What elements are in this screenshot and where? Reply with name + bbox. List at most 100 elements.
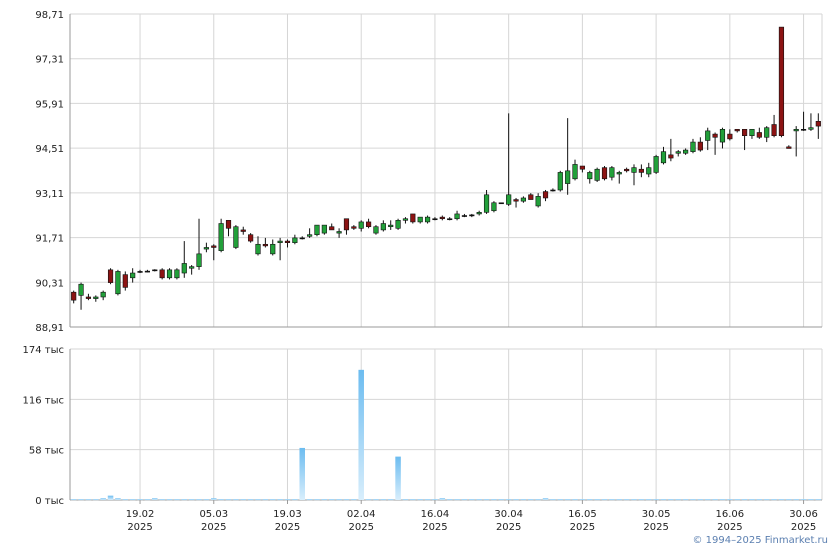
volume-bar (373, 499, 379, 501)
volume-bar (262, 499, 269, 501)
volume-bar (211, 498, 217, 500)
candle-body (506, 194, 512, 205)
candle-body (240, 229, 246, 232)
x-tick-label-year: 2025 (791, 522, 816, 533)
x-tick-label-date: 30.04 (494, 509, 523, 520)
volume-bar (513, 499, 519, 501)
volume-bar (107, 495, 114, 500)
candle-body (321, 224, 327, 234)
candle-body (432, 218, 438, 221)
volume-y-tick-label: 174 тыс (23, 345, 64, 356)
candle-body (815, 121, 821, 127)
volume-bar (771, 499, 777, 501)
candle-body (565, 170, 571, 184)
x-tick-label-year: 2025 (422, 522, 447, 533)
volume-bar (269, 499, 276, 501)
volume-bar (800, 499, 807, 501)
candle-body (631, 167, 637, 173)
candle-body (520, 197, 526, 202)
volume-bar (579, 499, 586, 501)
candle-body (85, 296, 92, 299)
candle-body (624, 168, 630, 172)
volume-bar (594, 499, 600, 501)
volume-bar (697, 499, 704, 501)
candle-body (579, 165, 585, 170)
volume-bar (675, 499, 681, 501)
volume-bar (314, 499, 320, 501)
volume-bar (247, 499, 254, 501)
candle-body (218, 223, 224, 251)
candle-body (211, 245, 217, 248)
volume-bar (505, 499, 512, 501)
price-plot-area (70, 14, 822, 327)
x-axis: 19.02 2025 05.03 2025 19.03 2025 02.04 2025 16.0… (126, 500, 818, 533)
candle-body (483, 194, 490, 213)
volume-bar (93, 499, 99, 501)
candle-body (476, 212, 482, 215)
volume-bar (85, 499, 92, 501)
candle-body (181, 263, 187, 274)
candle-body (152, 269, 158, 272)
volume-bar (557, 499, 564, 501)
volume-bar (174, 499, 180, 501)
candle-body (756, 132, 762, 138)
volume-bar (690, 499, 696, 501)
price-y-tick-label: 90,31 (35, 278, 64, 289)
candle-body (491, 202, 497, 212)
price-y-tick-label: 97,31 (35, 55, 64, 66)
candle-body (461, 215, 468, 217)
price-y-tick-label: 98,71 (35, 10, 64, 21)
volume-bar (351, 499, 357, 501)
candle-body (454, 213, 460, 220)
candle-body (793, 128, 799, 132)
candle-body (107, 269, 114, 283)
candle-body (778, 26, 785, 136)
candle-body (697, 141, 703, 151)
volume-bar (292, 499, 298, 501)
candle-body (653, 156, 659, 173)
volume-y-tick-label: 0 тыс (35, 496, 64, 507)
volume-bar (793, 499, 799, 501)
volume-bar (218, 499, 224, 501)
candle-body (336, 231, 342, 234)
candle-body (329, 226, 335, 231)
x-tick-label-year: 2025 (127, 522, 152, 533)
x-tick-label-date: 30.06 (789, 509, 818, 520)
candle-body (233, 226, 239, 248)
volume-bar (778, 499, 785, 501)
volume-bar (454, 499, 460, 501)
volume-bar (159, 499, 165, 501)
volume-bar (380, 499, 387, 501)
candle-body (668, 154, 674, 159)
candle-body (189, 266, 195, 269)
candle-body (144, 270, 150, 273)
volume-bar (203, 499, 210, 501)
candle-body (683, 149, 689, 154)
price-y-tick-label: 93,11 (35, 189, 64, 200)
copyright-notice: © 1994–2025 Finmarket.ru (692, 535, 828, 546)
volume-bar (609, 499, 615, 501)
candle-body (513, 199, 519, 202)
candle-body (166, 269, 173, 279)
candle-body (71, 291, 77, 301)
candle-body (638, 168, 644, 173)
volume-bar (417, 499, 423, 501)
volume-bar (70, 499, 77, 501)
candle-body (572, 164, 578, 180)
volume-bar (616, 499, 623, 501)
candle-body (248, 234, 254, 242)
candle-body (284, 240, 291, 243)
volume-bar (668, 499, 674, 501)
candle-body (358, 221, 364, 229)
volume-bar (498, 499, 505, 501)
candle-body (601, 167, 608, 180)
volume-bar (469, 499, 475, 501)
volume-bar (152, 498, 158, 500)
candle-body (557, 172, 563, 191)
volume-bar (564, 499, 571, 501)
candle-body (314, 224, 320, 235)
volume-bar (284, 499, 291, 501)
volume-bar (387, 499, 394, 501)
volume-bar (358, 369, 364, 500)
